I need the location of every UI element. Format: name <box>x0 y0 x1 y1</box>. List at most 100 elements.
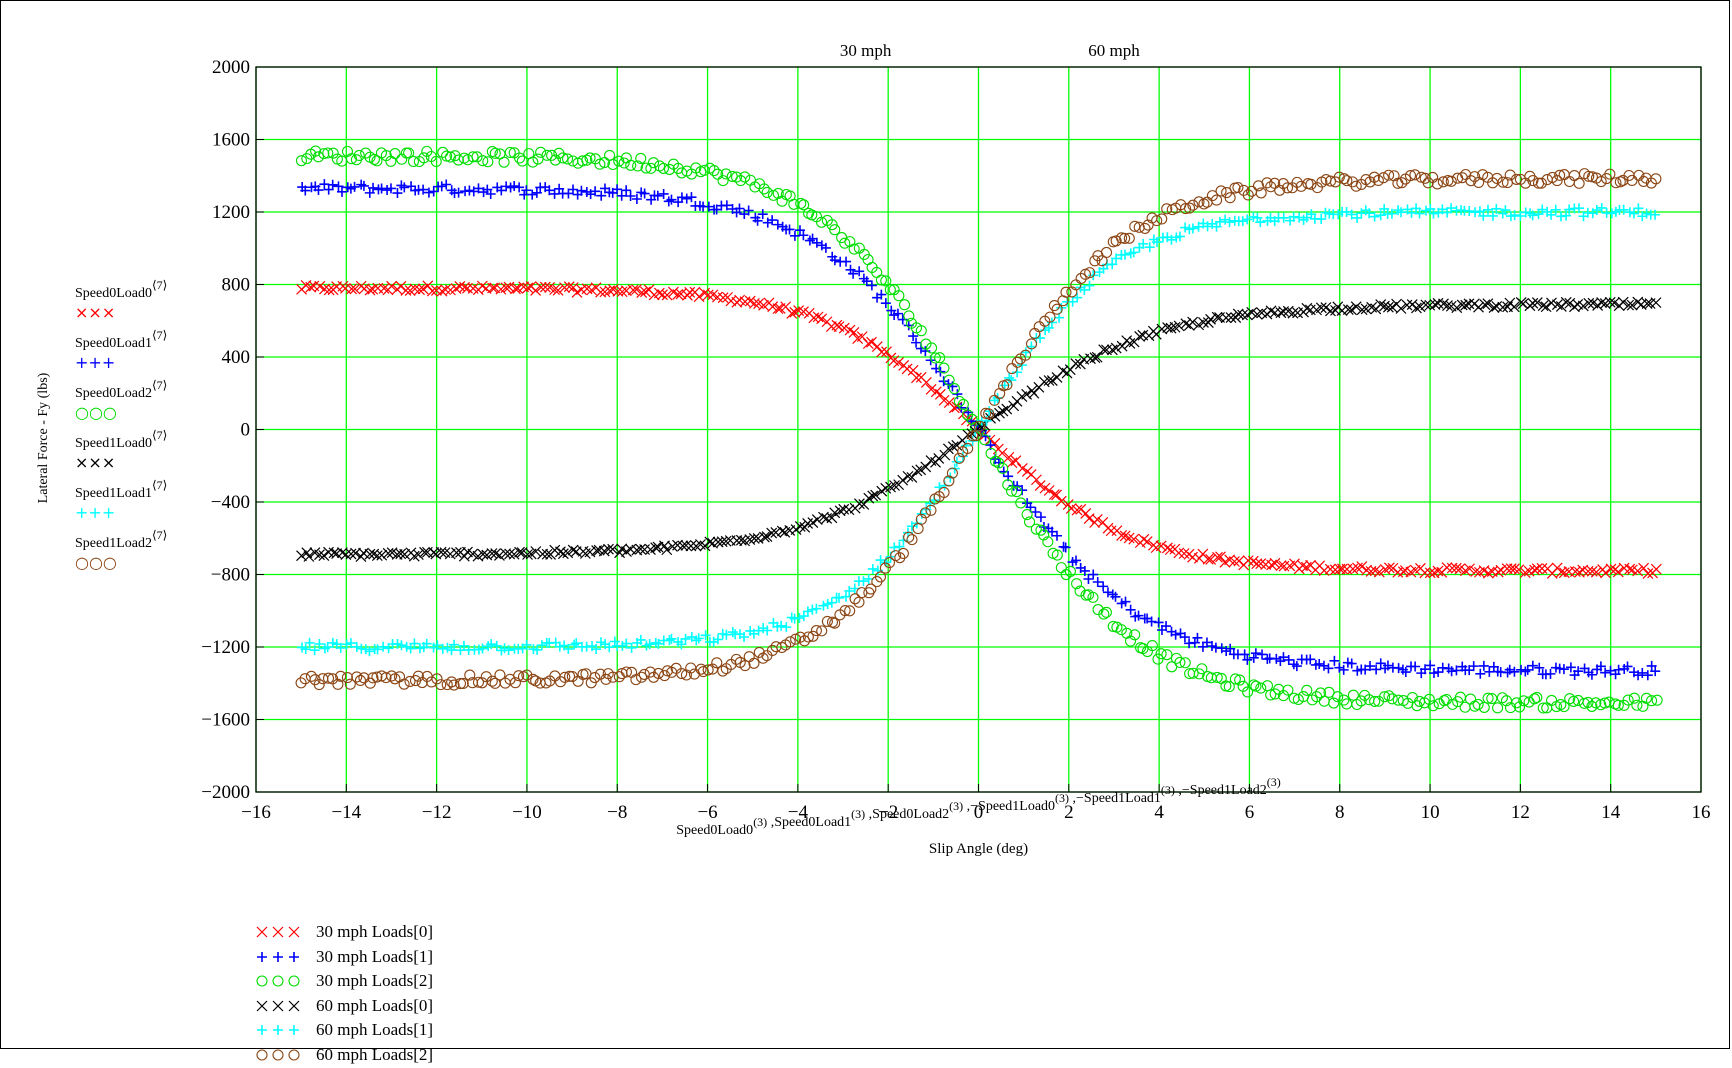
y-legend-entry: Speed1Load0⟨7⟩ ××× <box>75 428 167 472</box>
data-point <box>1646 660 1657 671</box>
data-point <box>567 544 579 556</box>
data-point <box>858 499 870 510</box>
x-tick-label: 16 <box>1692 802 1711 823</box>
data-point <box>1591 205 1602 216</box>
data-point <box>1545 668 1556 679</box>
series-30-mph-loads-2- <box>295 145 1663 714</box>
data-point <box>810 625 822 637</box>
data-point <box>1180 222 1191 233</box>
data-point <box>618 157 630 169</box>
data-point <box>1423 693 1435 705</box>
data-point <box>752 215 763 226</box>
data-point <box>1346 209 1357 220</box>
data-point <box>753 646 765 658</box>
data-point <box>386 670 398 682</box>
data-point <box>844 605 856 617</box>
data-point <box>1375 210 1386 221</box>
data-point <box>1187 316 1199 328</box>
data-point <box>1242 654 1253 665</box>
data-point <box>1011 486 1023 498</box>
data-point <box>994 387 1006 400</box>
data-point <box>695 539 706 550</box>
data-point <box>647 157 660 169</box>
data-point <box>562 153 574 165</box>
data-point <box>376 183 387 194</box>
legend-label: 60 mph Loads[1] <box>316 1020 434 1039</box>
data-point <box>577 155 589 167</box>
data-point <box>1464 205 1475 216</box>
data-point <box>1138 238 1149 249</box>
data-point <box>664 635 675 646</box>
data-point <box>925 504 937 516</box>
data-point <box>1468 661 1479 672</box>
data-point <box>1043 485 1055 496</box>
data-point <box>1375 299 1387 310</box>
legend-marker-glyph <box>289 1025 299 1035</box>
data-point <box>880 298 891 309</box>
data-point <box>1396 207 1407 218</box>
data-point <box>1115 624 1127 636</box>
data-point <box>1411 203 1422 214</box>
data-point <box>380 672 392 684</box>
data-point <box>1446 698 1459 710</box>
x-expression-term: Speed0Load0 <box>676 823 753 838</box>
data-point <box>920 338 932 350</box>
data-point <box>1624 207 1635 218</box>
data-point <box>826 597 837 608</box>
data-point <box>345 153 358 165</box>
data-point <box>1011 356 1023 368</box>
data-point <box>812 311 824 323</box>
data-point <box>911 372 922 384</box>
legend-marker-glyph <box>256 926 268 938</box>
data-point <box>1017 485 1028 496</box>
legend-marker-glyph <box>272 1000 284 1011</box>
data-point <box>1590 697 1602 709</box>
data-point <box>1573 566 1585 578</box>
x-tick-label: 0 <box>974 802 984 823</box>
data-point <box>903 531 915 543</box>
legend-marker-glyph <box>257 951 267 962</box>
data-point <box>1383 690 1395 702</box>
data-point <box>312 151 324 163</box>
data-point <box>739 296 751 308</box>
data-point <box>421 638 432 649</box>
data-point <box>482 156 494 168</box>
data-point <box>1033 321 1045 333</box>
data-point <box>675 288 687 300</box>
data-point <box>794 521 806 532</box>
data-point <box>1237 309 1249 321</box>
data-point <box>1242 686 1254 698</box>
data-point <box>1074 358 1086 370</box>
top-annotation-label: 30 mph <box>840 41 892 60</box>
data-point <box>541 149 553 161</box>
data-point <box>640 162 652 174</box>
data-point <box>1565 662 1576 673</box>
data-point <box>947 381 958 392</box>
data-point <box>997 462 1009 474</box>
data-point <box>757 209 768 220</box>
data-point <box>635 543 646 555</box>
data-point <box>1055 562 1067 574</box>
data-point <box>920 461 932 473</box>
data-point <box>1220 214 1231 225</box>
x-axis-expression: Speed0Load0(3) ,Speed0Load1(3) ,Speed0Lo… <box>676 775 1281 838</box>
data-point <box>644 639 655 650</box>
data-point <box>301 153 313 165</box>
data-point <box>1044 311 1056 323</box>
data-point <box>527 189 538 200</box>
data-point <box>844 586 855 597</box>
data-point <box>1637 667 1648 678</box>
y-legend-name: Speed1Load0⟨7⟩ <box>75 428 167 451</box>
data-point <box>535 146 547 158</box>
data-point <box>838 503 850 515</box>
data-point <box>1573 203 1584 214</box>
data-point <box>1622 694 1634 706</box>
data-point <box>1465 175 1477 187</box>
data-point <box>1551 175 1563 187</box>
data-point <box>1125 604 1136 615</box>
data-point <box>848 326 860 338</box>
data-point <box>1110 342 1122 354</box>
data-point <box>1030 506 1041 517</box>
legend-marker-glyph <box>272 926 284 938</box>
data-point <box>908 331 919 342</box>
